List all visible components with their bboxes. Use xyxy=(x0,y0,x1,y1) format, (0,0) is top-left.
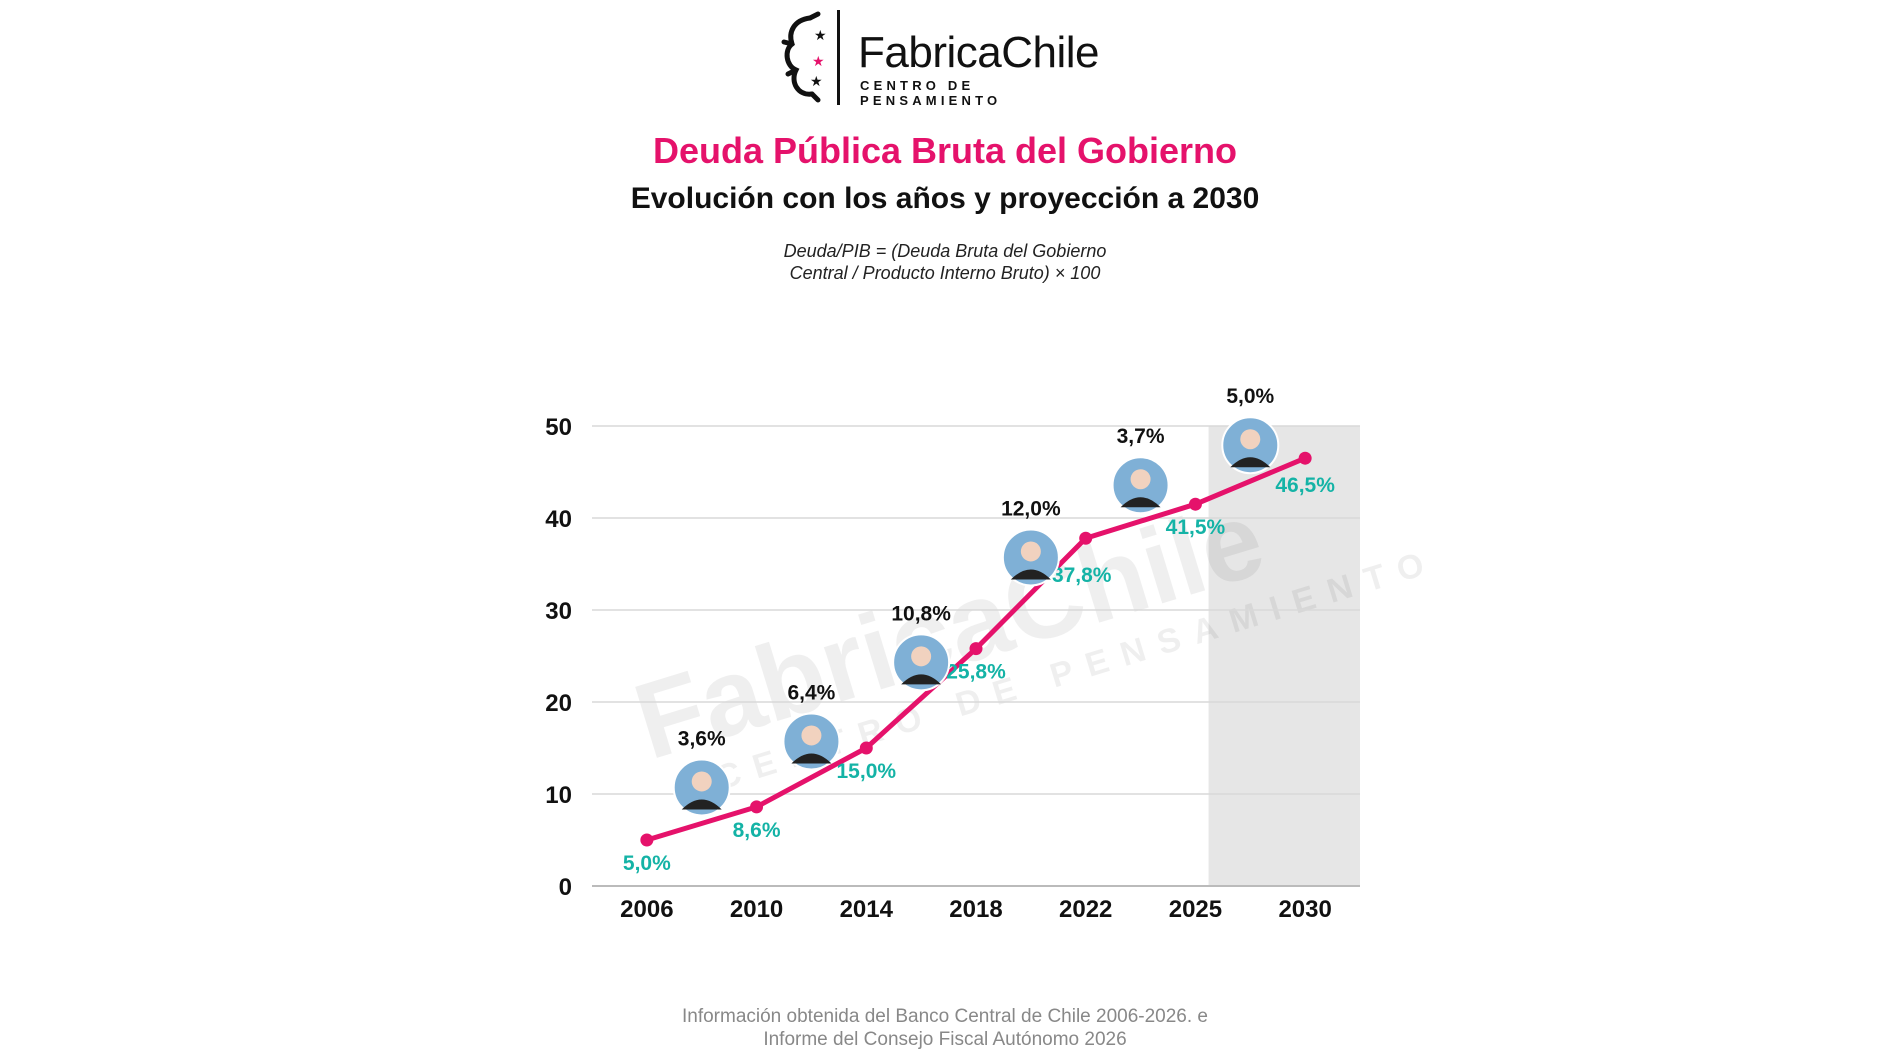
portrait-face xyxy=(1240,429,1261,450)
source-line-2: Informe del Consejo Fiscal Autónomo 2026 xyxy=(763,1029,1127,1050)
data-value-label: 37,8% xyxy=(1052,564,1112,587)
data-point xyxy=(859,741,873,755)
svg-text:★: ★ xyxy=(812,53,825,69)
chart-title: Deuda Pública Bruta del Gobierno xyxy=(652,130,1238,171)
data-point xyxy=(750,800,764,814)
portrait-body xyxy=(901,674,942,685)
y-tick-label: 50 xyxy=(545,414,572,441)
period-growth-label: 3,6% xyxy=(678,727,726,750)
data-value-label: 25,8% xyxy=(946,661,1006,684)
logo-divider xyxy=(837,10,840,105)
period-growth-label: 12,0% xyxy=(1001,497,1061,520)
data-value-label: 46,5% xyxy=(1275,474,1335,497)
portrait-body xyxy=(1230,457,1271,468)
source-line-1: Información obtenida del Banco Central d… xyxy=(681,1006,1209,1027)
portrait-body xyxy=(1010,569,1051,580)
fabricachile-logo: ★ ★ ★ FabricaChile CENTRO DE PENSAMIENTO xyxy=(780,10,1120,108)
portrait-face xyxy=(1020,541,1041,562)
y-tick-label: 40 xyxy=(545,506,572,533)
period-growth-label: 3,7% xyxy=(1117,425,1165,448)
formula-line-2: Central / Producto Interno Bruto) × 100 xyxy=(789,263,1101,283)
portrait-body xyxy=(791,753,832,764)
x-tick-label: 2022 xyxy=(1059,896,1112,923)
period-growth-label: 5,0% xyxy=(1226,385,1274,408)
x-tick-label: 2006 xyxy=(620,896,673,923)
x-tick-label: 2030 xyxy=(1278,896,1331,923)
x-tick-label: 2014 xyxy=(840,896,894,923)
data-value-label: 8,6% xyxy=(733,819,781,842)
x-tick-label: 2018 xyxy=(949,896,1002,923)
data-value-label: 15,0% xyxy=(837,760,897,783)
y-tick-label: 20 xyxy=(545,690,572,717)
data-point xyxy=(640,833,654,847)
data-value-label: 5,0% xyxy=(623,852,671,875)
chart-subtitle: Evolución con los años y proyección a 20… xyxy=(630,182,1260,215)
formula-line-1: Deuda/PIB = (Deuda Bruta del Gobierno xyxy=(783,241,1107,261)
portrait-body xyxy=(681,799,722,810)
data-point xyxy=(969,642,983,656)
portrait-face xyxy=(691,771,712,792)
period-growth-label: 6,4% xyxy=(787,681,835,704)
projection-band xyxy=(1208,426,1360,886)
portrait-face xyxy=(911,646,932,667)
y-tick-label: 10 xyxy=(545,782,572,809)
y-tick-label: 0 xyxy=(559,874,572,901)
portrait-body xyxy=(1120,497,1161,508)
portrait-face xyxy=(1130,469,1151,490)
data-point xyxy=(1298,451,1312,465)
period-growth-label: 10,8% xyxy=(891,602,951,625)
formula-note: Deuda/PIB = (Deuda Bruta del Gobierno Ce… xyxy=(0,240,1890,284)
svg-text:★: ★ xyxy=(814,27,827,43)
logo-name: FabricaChile xyxy=(858,28,1099,77)
logo-tagline: CENTRO DE PENSAMIENTO xyxy=(860,78,1002,108)
y-tick-label: 30 xyxy=(545,598,572,625)
svg-text:★: ★ xyxy=(810,73,823,89)
x-tick-label: 2025 xyxy=(1169,896,1222,923)
portrait-face xyxy=(801,725,822,746)
data-point xyxy=(1079,531,1093,545)
gear-logo-icon: ★ ★ ★ xyxy=(781,11,827,103)
data-value-label: 41,5% xyxy=(1166,516,1226,539)
data-point xyxy=(1188,497,1202,511)
source-note: Información obtenida del Banco Central d… xyxy=(0,1005,1890,1051)
x-tick-label: 2010 xyxy=(730,896,783,923)
